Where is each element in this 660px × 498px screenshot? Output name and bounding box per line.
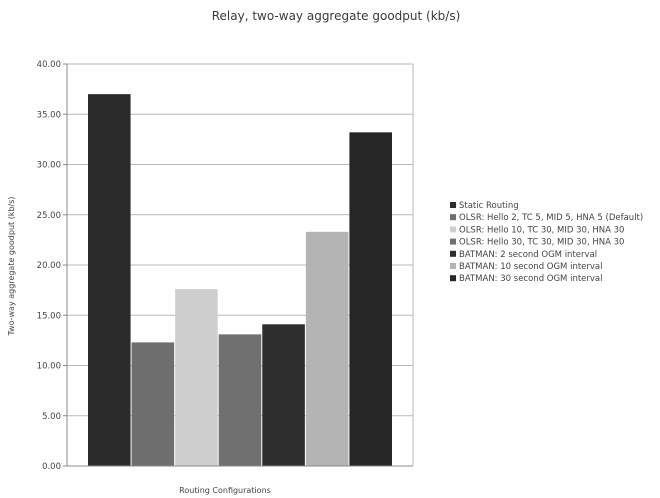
legend-label: BATMAN: 2 second OGM interval <box>459 250 597 260</box>
legend-swatch <box>450 250 456 257</box>
y-tick-label: 35.00 <box>37 110 61 120</box>
y-tick-label: 40.00 <box>37 60 61 70</box>
legend-label: BATMAN: 30 second OGM interval <box>459 274 603 284</box>
legend-label: Static Routing <box>459 201 519 211</box>
bar-7 <box>349 132 392 466</box>
chart-title: Relay, two-way aggregate goodput (kb/s) <box>212 9 461 23</box>
y-tick-label: 25.00 <box>37 211 61 221</box>
bar-4 <box>218 334 262 466</box>
x-axis-label: Routing Configurations <box>179 486 271 495</box>
y-axis-ticks: 0.00 5.00 10.00 15.00 20.00 25.00 30.00 35.00 40… <box>37 60 67 472</box>
legend: Static Routing OLSR: Hello 2, TC 5, MID 5… <box>450 201 643 284</box>
bars <box>88 94 392 467</box>
legend-swatch <box>450 214 456 221</box>
legend-label: OLSR: Hello 30, TC 30, MID 30, HNA 30 <box>459 238 624 248</box>
legend-label: BATMAN: 10 second OGM interval <box>459 262 603 272</box>
y-tick-label: 30.00 <box>37 161 61 171</box>
legend-swatch <box>450 238 456 245</box>
y-tick-label: 5.00 <box>42 412 61 422</box>
legend-label: OLSR: Hello 2, TC 5, MID 5, HNA 5 (Defau… <box>459 213 643 223</box>
y-axis-label: Two-way aggregate goodput (kb/s) <box>7 196 16 336</box>
legend-swatch <box>450 226 456 233</box>
legend-swatch <box>450 275 456 282</box>
bar-5 <box>262 324 305 466</box>
legend-swatch <box>450 263 456 269</box>
y-tick-label: 0.00 <box>42 462 61 472</box>
y-tick-label: 15.00 <box>37 311 61 321</box>
legend-label: OLSR: Hello 10, TC 30, MID 30, HNA 30 <box>459 225 624 235</box>
bar-2 <box>131 342 175 466</box>
bar-3 <box>175 289 218 466</box>
y-tick-label: 20.00 <box>37 261 61 271</box>
y-tick-label: 10.00 <box>37 362 61 372</box>
bar-6 <box>305 231 349 466</box>
legend-swatch <box>450 202 456 208</box>
bar-1 <box>88 94 131 467</box>
